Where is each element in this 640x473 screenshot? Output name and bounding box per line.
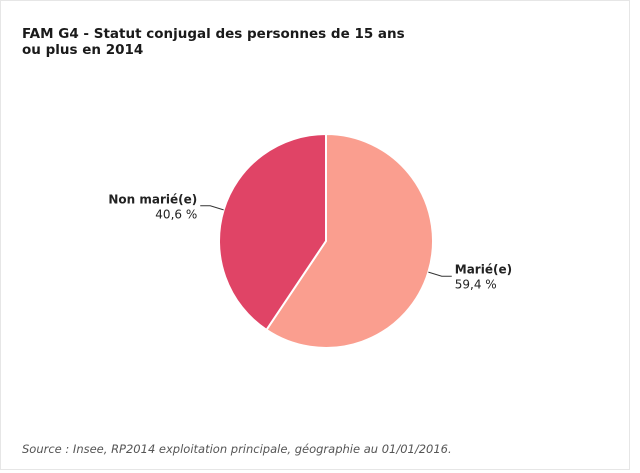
chart-title: FAM G4 - Statut conjugal des personnes d… [22,26,405,58]
slice-value-label: 40,6 % [155,207,197,221]
slice-label: Marié(e) [455,263,512,277]
card-border [0,0,630,470]
leader-line [200,205,224,211]
slice-value-label: 59,4 % [455,278,497,292]
leader-line [428,271,452,277]
slice-label: Non marié(e) [108,192,197,206]
source-note: Source : Insee, RP2014 exploitation prin… [22,442,452,456]
pie-slice [265,132,434,349]
